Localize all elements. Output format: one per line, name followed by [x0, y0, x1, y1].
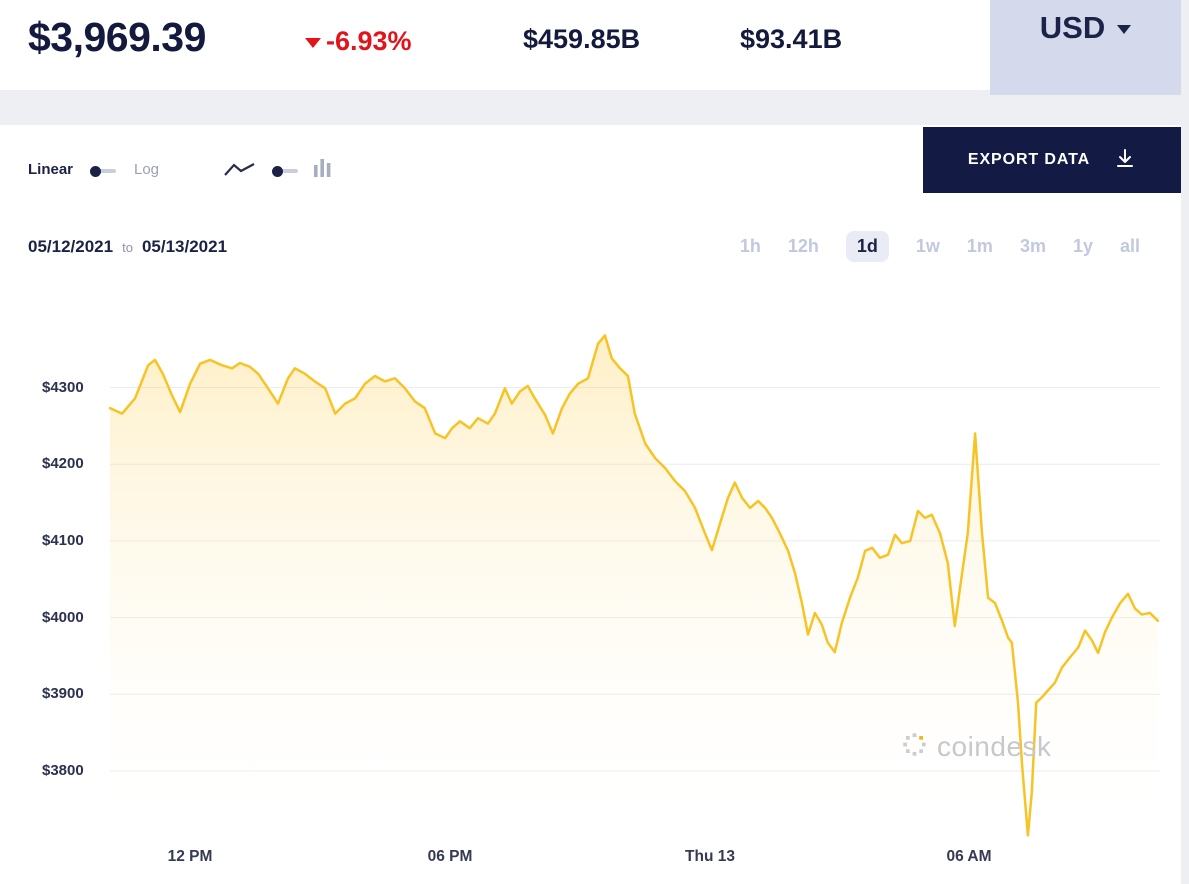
- volume-value: $93.41B: [740, 24, 843, 54]
- x-axis-label: 06 PM: [427, 848, 473, 865]
- price-chart-svg[interactable]: [108, 330, 1160, 840]
- coindesk-watermark: coindesk: [901, 731, 1052, 763]
- chevron-down-icon: [1117, 25, 1132, 34]
- price-header: $3,969.39 -6.93% $459.85B $93.41B USD: [0, 0, 1181, 95]
- price-change-value: -6.93%: [326, 26, 412, 56]
- linear-scale-label[interactable]: Linear: [28, 161, 74, 178]
- toggle-track: [272, 169, 298, 173]
- y-axis-label: $3800: [42, 762, 84, 779]
- price-change: -6.93%: [305, 26, 412, 57]
- range-tab-1d[interactable]: 1d: [845, 231, 889, 262]
- bar-chart-icon[interactable]: [314, 158, 332, 182]
- toggle-knob: [90, 166, 101, 177]
- current-price: $3,969.39: [28, 14, 206, 60]
- scale-toggle[interactable]: [90, 165, 116, 177]
- y-axis-label: $3900: [42, 685, 84, 702]
- x-axis-label: Thu 13: [685, 848, 735, 865]
- range-tab-1y[interactable]: 1y: [1072, 236, 1093, 256]
- toggle-knob: [272, 166, 283, 177]
- y-axis-label: $4000: [42, 609, 84, 626]
- export-data-label: EXPORT DATA: [967, 151, 1091, 168]
- line-chart-icon[interactable]: [224, 162, 256, 183]
- market-cap-value: $459.85B: [523, 24, 641, 54]
- range-tab-12h[interactable]: 12h: [787, 236, 819, 256]
- time-range-tabs: 1h 12h 1d 1w 1m 3m 1y all: [740, 231, 1140, 262]
- currency-label: USD: [1039, 10, 1106, 45]
- chart-type-toggle[interactable]: [272, 165, 298, 177]
- down-arrow-icon: [305, 38, 321, 48]
- date-range-to-label: to: [122, 239, 133, 255]
- range-tab-all[interactable]: all: [1119, 236, 1140, 256]
- date-range: 05/12/2021 to 05/13/2021: [28, 237, 227, 257]
- watermark-label: coindesk: [937, 731, 1052, 762]
- download-icon: [1114, 147, 1136, 174]
- toggle-track: [90, 169, 116, 173]
- range-tab-3m[interactable]: 3m: [1019, 236, 1046, 256]
- x-axis-label: 12 PM: [167, 848, 213, 865]
- range-tab-1h[interactable]: 1h: [739, 236, 761, 256]
- price-chart[interactable]: $4300 $4200 $4100 $4000 $3900 $3800 12 P…: [0, 330, 1181, 884]
- y-axis-label: $4100: [42, 532, 84, 549]
- export-data-button[interactable]: EXPORT DATA: [923, 127, 1181, 193]
- coindesk-logo-icon: [901, 731, 928, 763]
- y-axis-label: $4200: [42, 455, 84, 472]
- currency-selector[interactable]: USD: [990, 0, 1181, 95]
- log-scale-label[interactable]: Log: [134, 161, 160, 178]
- date-range-end[interactable]: 05/13/2021: [141, 237, 228, 256]
- x-axis-label: 06 AM: [946, 848, 992, 865]
- range-tab-1m[interactable]: 1m: [966, 236, 993, 256]
- chart-card: Linear Log EXPORT DATA 05/12/2021 to 05/…: [0, 125, 1181, 884]
- date-range-start[interactable]: 05/12/2021: [28, 237, 114, 256]
- range-tab-1w[interactable]: 1w: [915, 236, 940, 256]
- y-axis-label: $4300: [42, 379, 84, 396]
